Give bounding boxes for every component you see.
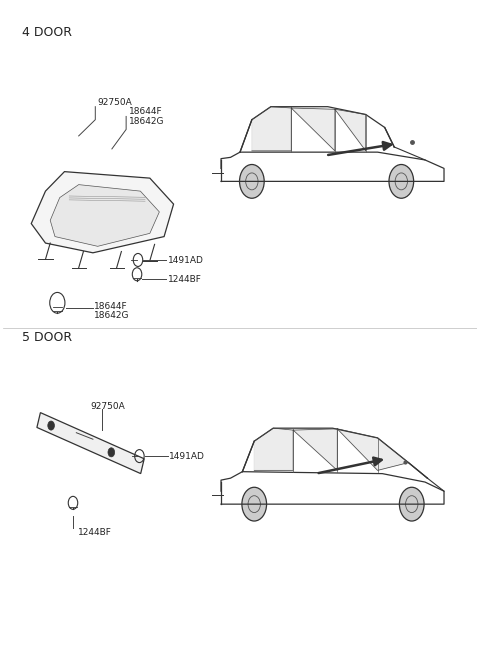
Text: 18642G: 18642G	[95, 311, 130, 320]
Polygon shape	[254, 428, 293, 470]
Polygon shape	[293, 429, 337, 470]
Text: 1491AD: 1491AD	[168, 255, 204, 265]
Polygon shape	[335, 109, 366, 151]
Text: 92750A: 92750A	[91, 402, 125, 411]
Circle shape	[389, 164, 414, 198]
Circle shape	[48, 421, 54, 430]
Circle shape	[108, 448, 115, 457]
Text: 18644F: 18644F	[95, 302, 128, 310]
Polygon shape	[252, 107, 291, 151]
Text: 18642G: 18642G	[129, 117, 164, 126]
Text: 92750A: 92750A	[97, 98, 132, 107]
Polygon shape	[31, 172, 174, 253]
Polygon shape	[337, 429, 408, 470]
Text: 1244BF: 1244BF	[78, 528, 112, 536]
Circle shape	[399, 487, 424, 521]
Text: 1491AD: 1491AD	[169, 452, 204, 460]
Text: 1244BF: 1244BF	[168, 275, 202, 284]
Text: 18644F: 18644F	[129, 107, 162, 117]
Circle shape	[242, 487, 266, 521]
Text: 4 DOOR: 4 DOOR	[22, 26, 72, 39]
Polygon shape	[291, 108, 335, 151]
Circle shape	[240, 164, 264, 198]
Text: 5 DOOR: 5 DOOR	[22, 331, 72, 344]
Polygon shape	[37, 413, 144, 474]
Polygon shape	[50, 185, 159, 246]
